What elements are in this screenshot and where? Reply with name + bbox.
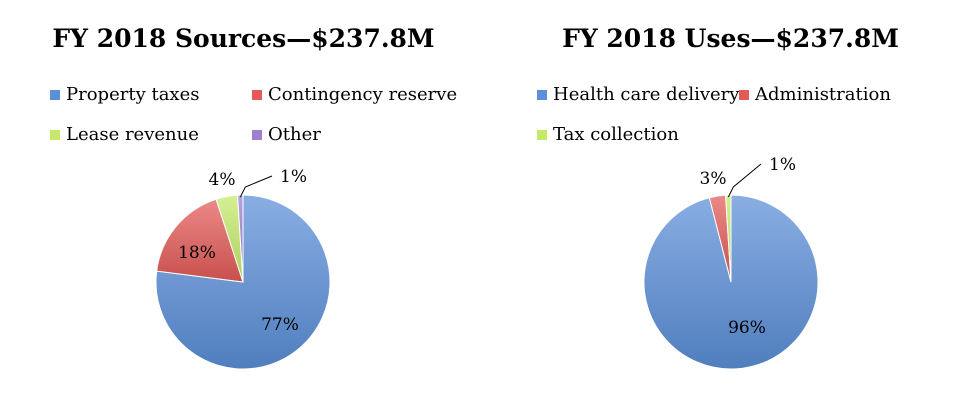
- leader-line-tax-collection: [727, 163, 762, 198]
- legend-swatch-health-care-delivery: [537, 89, 547, 100]
- legend-label-contingency-reserve: Contingency reserve: [268, 84, 458, 105]
- legend-label-administration: Administration: [755, 84, 891, 105]
- pie-label-administration: 3%: [700, 169, 727, 189]
- legend-label-property-taxes: Property taxes: [66, 84, 200, 105]
- sources-pie: 77% 18% 4% 1%: [155, 167, 331, 370]
- legend-item-tax-collection: Tax collection: [537, 124, 679, 145]
- legend-swatch-property-taxes: [50, 89, 60, 100]
- leader-line-other: [239, 175, 273, 198]
- legend-label-other: Other: [268, 124, 321, 145]
- pie-slice-tax-collection: [725, 194, 732, 283]
- legend-item-lease-revenue: Lease revenue: [50, 124, 199, 145]
- pie-label-tax-collection: 1%: [769, 155, 796, 175]
- uses-chart: FY 2018 Uses—$237.8M Health care deliver…: [487, 0, 974, 413]
- legend-item-contingency-reserve: Contingency reserve: [252, 84, 457, 105]
- legend-swatch-tax-collection: [537, 129, 547, 140]
- sources-chart-title: FY 2018 Sources—$237.8M: [52, 24, 435, 53]
- pie-label-health-care-delivery: 96%: [728, 318, 766, 338]
- legend-item-administration: Administration: [739, 84, 891, 105]
- legend-label-lease-revenue: Lease revenue: [66, 124, 199, 145]
- pie-label-other: 1%: [280, 167, 307, 187]
- uses-chart-title: FY 2018 Uses—$237.8M: [562, 24, 899, 53]
- legend-item-health-care-delivery: Health care delivery: [537, 84, 739, 105]
- legend-swatch-lease-revenue: [50, 129, 60, 140]
- pie-label-property-taxes: 77%: [261, 315, 299, 335]
- legend-label-tax-collection: Tax collection: [553, 124, 679, 145]
- pie-slice-contingency-reserve: [156, 198, 244, 283]
- uses-pie: 96% 3% 1%: [643, 155, 819, 370]
- pie-slice-other: [237, 194, 244, 283]
- legend-swatch-other: [252, 129, 262, 140]
- pie-label-lease-revenue: 4%: [209, 170, 236, 190]
- uses-legend: Health care delivery Administration Tax …: [487, 84, 974, 164]
- sources-chart: FY 2018 Sources—$237.8M Property taxes C…: [0, 0, 487, 413]
- legend-item-other: Other: [252, 124, 321, 145]
- legend-swatch-contingency-reserve: [252, 89, 262, 100]
- legend-swatch-administration: [739, 89, 749, 100]
- legend-item-property-taxes: Property taxes: [50, 84, 199, 105]
- legend-label-health-care-delivery: Health care delivery: [553, 84, 740, 105]
- pie-label-contingency-reserve: 18%: [178, 243, 216, 263]
- sources-legend: Property taxes Contingency reserve Lease…: [0, 84, 487, 164]
